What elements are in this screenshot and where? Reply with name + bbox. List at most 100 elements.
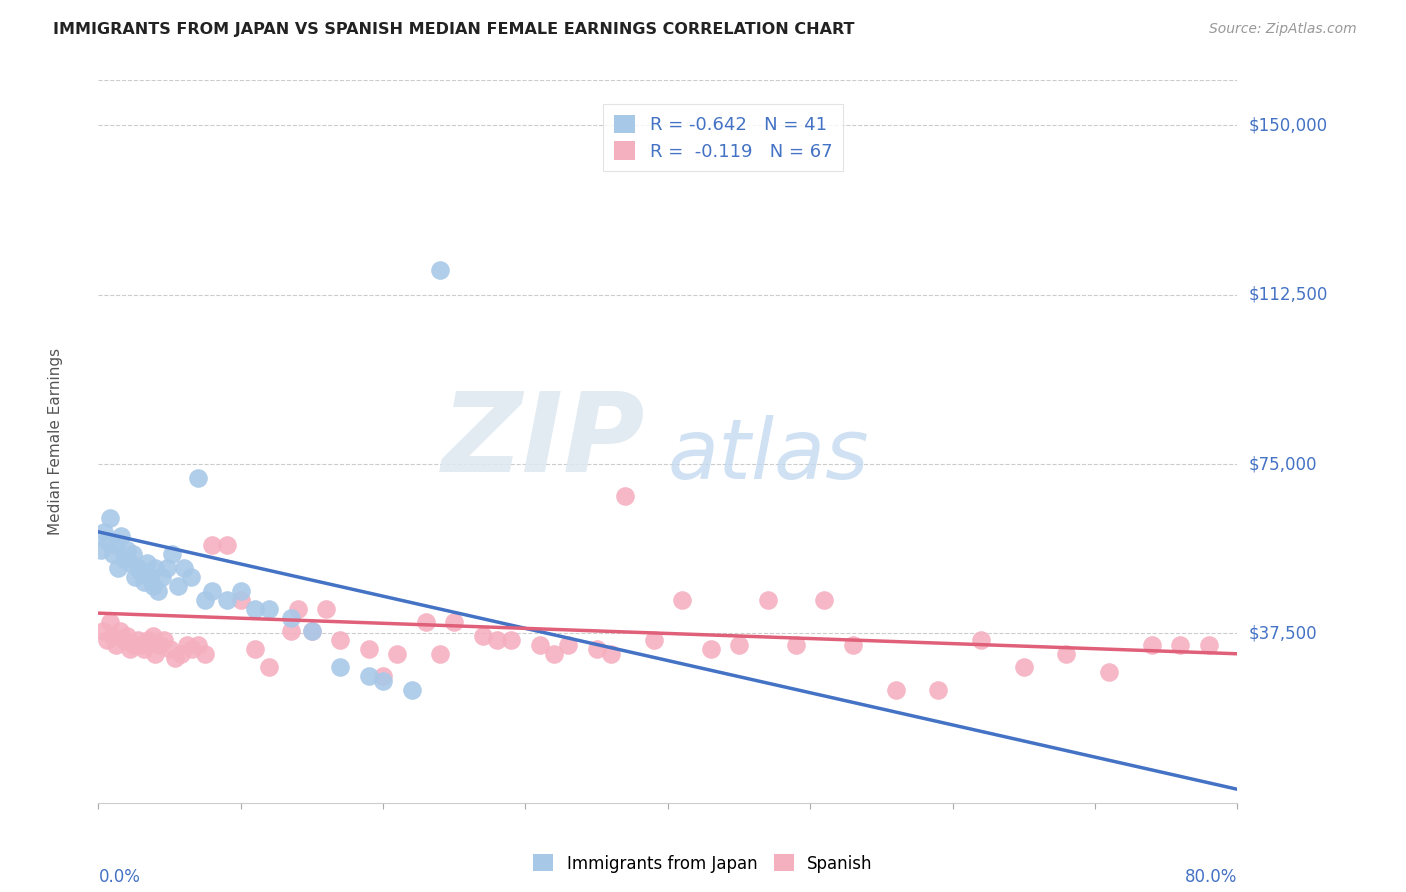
Text: $150,000: $150,000 — [1249, 117, 1327, 135]
Text: $75,000: $75,000 — [1249, 455, 1317, 473]
Point — [148, 583, 170, 598]
Point — [141, 629, 163, 643]
Point — [259, 660, 281, 674]
Point — [156, 561, 179, 575]
Point — [115, 629, 138, 643]
Point — [415, 615, 437, 630]
Point — [90, 542, 112, 557]
Legend: Immigrants from Japan, Spanish: Immigrants from Japan, Spanish — [527, 847, 879, 880]
Point — [138, 570, 160, 584]
Point — [229, 592, 252, 607]
Point — [121, 548, 143, 562]
Point — [132, 642, 155, 657]
Point — [162, 548, 184, 562]
Point — [357, 642, 380, 657]
Point — [585, 642, 607, 657]
Point — [101, 629, 124, 643]
Point — [884, 682, 907, 697]
Text: ZIP: ZIP — [441, 388, 645, 495]
Point — [96, 533, 118, 548]
Point — [927, 682, 949, 697]
Point — [194, 647, 217, 661]
Text: IMMIGRANTS FROM JAPAN VS SPANISH MEDIAN FEMALE EARNINGS CORRELATION CHART: IMMIGRANTS FROM JAPAN VS SPANISH MEDIAN … — [53, 22, 855, 37]
Point — [165, 651, 187, 665]
Point — [180, 570, 202, 584]
Point — [373, 673, 395, 688]
Point — [728, 638, 751, 652]
Point — [127, 561, 149, 575]
Point — [756, 592, 779, 607]
Point — [201, 583, 224, 598]
Point — [600, 647, 623, 661]
Text: 0.0%: 0.0% — [98, 868, 141, 886]
Text: 80.0%: 80.0% — [1185, 868, 1237, 886]
Point — [401, 682, 423, 697]
Point — [1140, 638, 1163, 652]
Point — [101, 548, 124, 562]
Point — [643, 633, 665, 648]
Point — [301, 624, 323, 639]
Point — [387, 647, 409, 661]
Point — [429, 647, 451, 661]
Point — [194, 592, 217, 607]
Point — [699, 642, 721, 657]
Point — [243, 642, 266, 657]
Point — [280, 610, 302, 624]
Point — [373, 669, 395, 683]
Point — [187, 638, 209, 652]
Point — [167, 579, 190, 593]
Point — [529, 638, 551, 652]
Point — [118, 642, 141, 657]
Point — [129, 638, 152, 652]
Point — [557, 638, 579, 652]
Point — [159, 642, 181, 657]
Point — [145, 561, 167, 575]
Point — [127, 633, 149, 648]
Point — [970, 633, 993, 648]
Point — [443, 615, 465, 630]
Point — [1098, 665, 1121, 679]
Point — [149, 638, 172, 652]
Point — [181, 642, 204, 657]
Point — [136, 633, 159, 648]
Point — [110, 529, 132, 543]
Point — [501, 633, 523, 648]
Point — [201, 538, 224, 552]
Point — [170, 647, 193, 661]
Point — [280, 624, 302, 639]
Point — [259, 601, 281, 615]
Point — [112, 552, 135, 566]
Point — [215, 592, 238, 607]
Point — [118, 557, 141, 571]
Point — [301, 624, 323, 639]
Point — [141, 579, 163, 593]
Text: $112,500: $112,500 — [1249, 285, 1329, 304]
Point — [98, 511, 121, 525]
Point — [96, 633, 118, 648]
Point — [93, 524, 115, 539]
Text: $37,500: $37,500 — [1249, 624, 1317, 642]
Point — [614, 489, 637, 503]
Text: Source: ZipAtlas.com: Source: ZipAtlas.com — [1209, 22, 1357, 37]
Point — [671, 592, 693, 607]
Point — [287, 601, 309, 615]
Point — [129, 566, 152, 580]
Point — [215, 538, 238, 552]
Point — [813, 592, 835, 607]
Point — [104, 638, 127, 652]
Point — [173, 561, 195, 575]
Point — [152, 570, 174, 584]
Point — [108, 624, 131, 639]
Point — [785, 638, 807, 652]
Point — [1170, 638, 1192, 652]
Point — [486, 633, 509, 648]
Point — [112, 633, 135, 648]
Point — [145, 647, 167, 661]
Point — [471, 629, 494, 643]
Point — [132, 574, 155, 589]
Point — [153, 633, 176, 648]
Point — [357, 669, 380, 683]
Point — [176, 638, 198, 652]
Point — [1056, 647, 1078, 661]
Point — [329, 633, 352, 648]
